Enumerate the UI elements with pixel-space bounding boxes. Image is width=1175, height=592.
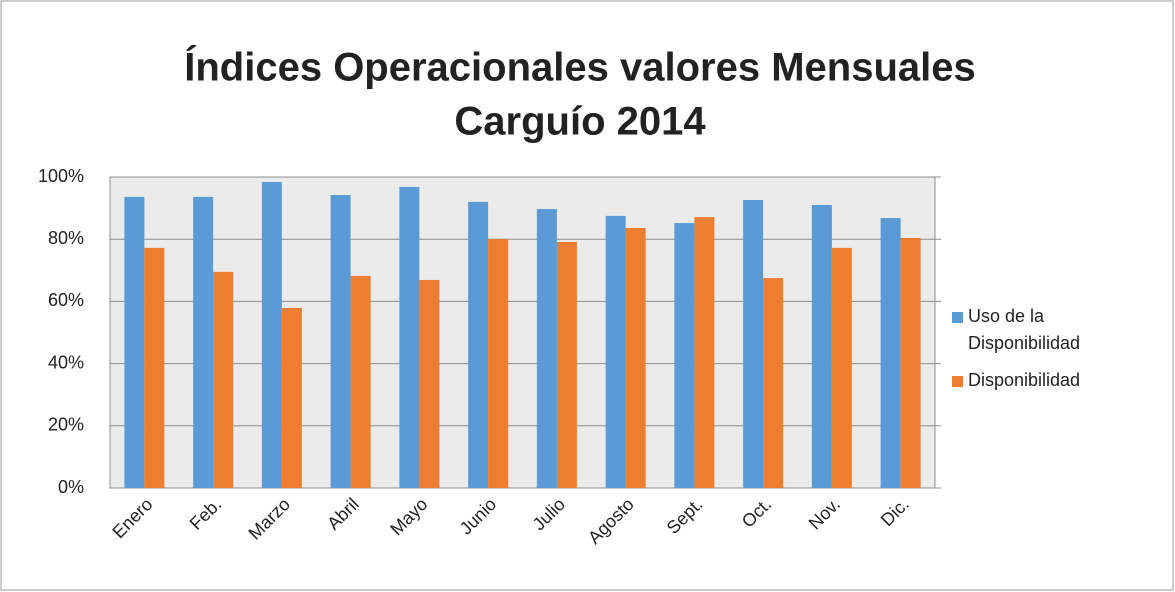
bar (213, 271, 234, 488)
plot-area (109, 176, 936, 489)
y-tick-label: 40% (48, 352, 84, 372)
bar (831, 247, 852, 488)
legend-swatch (952, 312, 963, 323)
y-tick-label: 100% (38, 166, 84, 186)
legend-label: Uso de la Disponibilidad (968, 306, 1081, 353)
legend-swatch (952, 376, 963, 387)
bar (556, 241, 577, 488)
bar (350, 275, 371, 488)
y-tick-label: 80% (48, 228, 84, 248)
bar (605, 215, 626, 488)
bar (625, 228, 646, 488)
bar (193, 196, 214, 489)
bar (419, 279, 440, 488)
bar (694, 217, 715, 488)
bar (811, 204, 832, 489)
y-tick-label: 20% (48, 415, 84, 435)
bar (330, 195, 351, 488)
bar (124, 196, 145, 489)
bar (468, 201, 489, 488)
y-tick-label: 60% (48, 290, 84, 310)
bar (900, 237, 921, 488)
y-tick-label: 0% (58, 477, 84, 497)
legend-item: Uso de la Disponibilidad (952, 303, 1162, 357)
bar (144, 247, 165, 488)
bar (261, 181, 282, 488)
bar (399, 186, 420, 488)
legend: Uso de la Disponibilidad Disponibilidad (952, 303, 1162, 404)
legend-item: Disponibilidad (952, 367, 1162, 394)
legend-label: Disponibilidad (968, 370, 1081, 390)
bar (536, 209, 557, 488)
bar (743, 200, 764, 488)
bar (763, 278, 784, 488)
bar (281, 307, 302, 488)
bar (674, 223, 695, 488)
chart-title: Índices Operacionales valores Mensuales (184, 45, 975, 90)
bar (880, 218, 901, 488)
bar (488, 239, 509, 488)
chart-title: Carguío 2014 (454, 100, 706, 144)
